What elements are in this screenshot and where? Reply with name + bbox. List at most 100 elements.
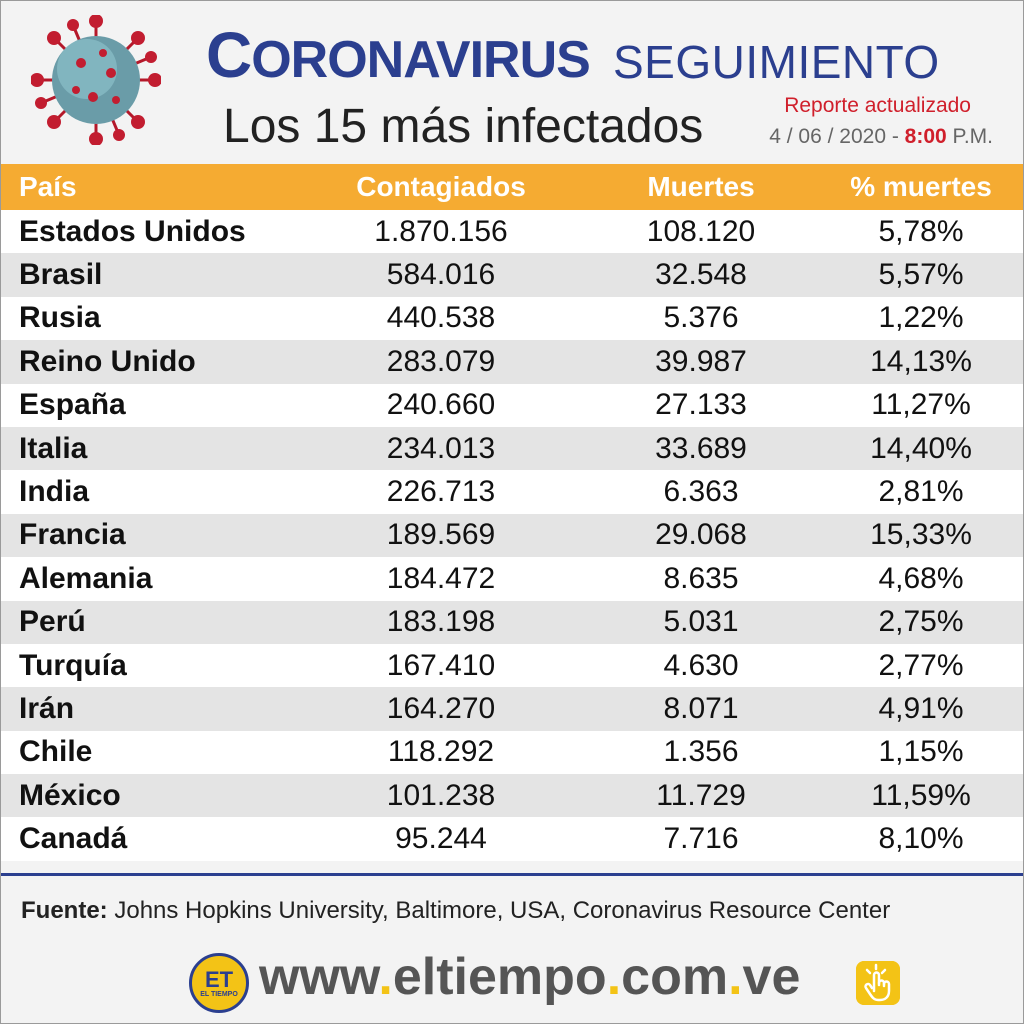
table-row: Reino Unido 283.079 39.987 14,13% <box>1 340 1023 384</box>
table-row: Brasil 584.016 32.548 5,57% <box>1 253 1023 297</box>
logo-small-text: EL TIEMPO <box>200 990 238 998</box>
cell-country: Turquía <box>19 648 127 682</box>
cell-infected: 283.079 <box>386 344 496 378</box>
url-dot: . <box>606 948 622 1006</box>
table-row: Alemania 184.472 8.635 4,68% <box>1 557 1023 601</box>
cell-pct: 5,78% <box>878 214 964 248</box>
cell-country: Canadá <box>19 822 128 856</box>
title-rest: ORONAVIRUS <box>251 31 591 89</box>
cell-pct: 4,68% <box>878 561 964 595</box>
table-header: País Contagiados Muertes % muertes <box>1 164 1023 210</box>
cell-country: México <box>19 778 121 812</box>
cell-infected: 167.410 <box>386 648 496 682</box>
cell-pct: 2,77% <box>878 648 964 682</box>
cell-deaths: 29.068 <box>655 518 747 552</box>
table-row: Irán 164.270 8.071 4,91% <box>1 687 1023 731</box>
cell-infected: 226.713 <box>386 475 496 509</box>
eltiempo-logo: ET EL TIEMPO <box>189 953 249 1013</box>
cell-deaths: 6.363 <box>663 475 739 509</box>
table-row: Canadá 95.244 7.716 8,10% <box>1 817 1023 861</box>
cell-country: Irán <box>19 691 75 725</box>
cell-infected: 95.244 <box>395 822 487 856</box>
header-pct: % muertes <box>850 171 992 202</box>
website-url[interactable]: www.eltiempo.com.ve <box>259 948 801 1006</box>
table-row: Perú 183.198 5.031 2,75% <box>1 600 1023 644</box>
url-part: com <box>621 948 729 1006</box>
cell-country: India <box>19 475 90 509</box>
cell-deaths: 4.630 <box>663 648 739 682</box>
title-first-letter: C <box>206 19 252 91</box>
table-body: Estados Unidos 1.870.156 108.120 5,78% Brasi… <box>1 210 1023 861</box>
cell-infected: 584.016 <box>386 258 496 292</box>
title-seguimiento: SEGUIMIENTO <box>613 36 940 88</box>
cell-deaths: 7.716 <box>663 822 739 856</box>
header-infected: Contagiados <box>356 171 526 202</box>
cell-country: Perú <box>19 605 86 639</box>
report-ampm: P.M. <box>946 125 993 148</box>
cell-infected: 183.198 <box>386 605 496 639</box>
url-part: ve <box>742 948 801 1006</box>
report-time: 8:00 <box>904 125 947 148</box>
cell-deaths: 33.689 <box>655 431 747 465</box>
source-note: Fuente: Johns Hopkins University, Baltim… <box>21 897 890 925</box>
cell-pct: 2,81% <box>878 475 964 509</box>
url-dot: . <box>378 948 393 1006</box>
cell-country: Brasil <box>19 258 103 292</box>
cell-pct: 1,22% <box>878 301 964 335</box>
cell-deaths: 32.548 <box>655 258 747 292</box>
table-row: Turquía 167.410 4.630 2,77% <box>1 643 1023 688</box>
cell-deaths: 8.071 <box>663 691 739 725</box>
cell-infected: 101.238 <box>386 778 496 812</box>
stats-table: País Contagiados Muertes % muertes Estad… <box>1 164 1023 861</box>
cell-country: Rusia <box>19 301 101 335</box>
cell-infected: 189.569 <box>386 518 496 552</box>
cell-pct: 11,59% <box>871 778 971 812</box>
cell-infected: 240.660 <box>386 388 496 422</box>
cell-deaths: 39.987 <box>655 344 747 378</box>
cell-infected: 440.538 <box>386 301 496 335</box>
source-label: Fuente: <box>21 897 108 924</box>
cell-pct: 14,13% <box>870 344 972 378</box>
title-coronavirus: CORONAVIRUS <box>206 23 591 89</box>
url-part: eltiempo <box>392 948 607 1006</box>
report-date-text: 4 / 06 / 2020 - <box>769 125 905 148</box>
cell-deaths: 108.120 <box>646 214 756 248</box>
cell-pct: 15,33% <box>870 518 972 552</box>
cell-infected: 1.870.156 <box>374 214 508 248</box>
cell-pct: 8,10% <box>878 822 964 856</box>
cell-deaths: 11.729 <box>656 778 746 812</box>
cell-country: Estados Unidos <box>19 214 246 248</box>
cell-pct: 14,40% <box>870 431 972 465</box>
cell-pct: 2,75% <box>878 605 964 639</box>
cell-infected: 184.472 <box>386 561 496 595</box>
cell-deaths: 5.031 <box>663 605 739 639</box>
cell-pct: 5,57% <box>878 258 964 292</box>
cell-deaths: 27.133 <box>655 388 747 422</box>
cell-infected: 234.013 <box>386 431 496 465</box>
table-row: Estados Unidos 1.870.156 108.120 5,78% <box>1 210 1023 254</box>
coronavirus-icon <box>31 15 161 145</box>
cell-pct: 1,15% <box>878 735 964 769</box>
cell-infected: 164.270 <box>386 691 496 725</box>
table-row: Italia 234.013 33.689 14,40% <box>1 426 1023 471</box>
table-row: Rusia 440.538 5.376 1,22% <box>1 296 1023 341</box>
hand-click-icon <box>856 961 900 1005</box>
url-dot: . <box>728 948 743 1006</box>
logo-text: ET <box>204 966 234 992</box>
cell-country: Italia <box>19 431 88 465</box>
table-row: Francia 189.569 29.068 15,33% <box>1 513 1023 558</box>
cell-country: España <box>19 388 126 422</box>
source-text: Johns Hopkins University, Baltimore, USA… <box>107 897 891 924</box>
cell-pct: 11,27% <box>871 388 971 422</box>
cell-deaths: 5.376 <box>663 301 739 335</box>
cell-country: Reino Unido <box>19 344 196 378</box>
report-label: Reporte actualizado <box>784 94 971 117</box>
cell-country: Alemania <box>19 561 153 595</box>
subtitle: Los 15 más infectados <box>223 100 704 153</box>
table-row: México 101.238 11.729 11,59% <box>1 774 1023 818</box>
table-row: India 226.713 6.363 2,81% <box>1 470 1023 514</box>
url-part: www <box>259 948 379 1006</box>
divider <box>1 873 1023 876</box>
cell-deaths: 1.356 <box>663 735 739 769</box>
